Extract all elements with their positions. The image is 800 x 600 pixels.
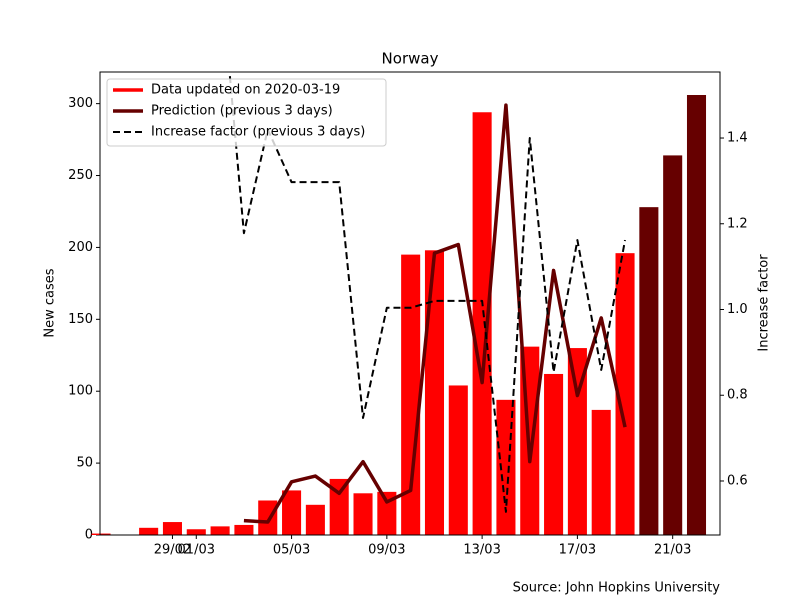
bar — [663, 155, 683, 535]
bar — [686, 95, 707, 535]
bar — [544, 373, 564, 535]
y2-tick-label: 1.4 — [727, 131, 748, 146]
plot-frame — [99, 71, 721, 536]
x-tick-label: 29/02 — [154, 543, 191, 558]
y2-tick-label: 1.0 — [727, 302, 748, 317]
y2-tick-label: 0.6 — [727, 473, 748, 488]
bar — [353, 493, 373, 535]
x-tick-label: 09/03 — [368, 543, 405, 558]
y-tick-label: 0 — [85, 528, 93, 543]
source-note: Source: John Hopkins University — [513, 581, 721, 596]
y-tick-label: 100 — [68, 384, 93, 399]
y-tick-label: 150 — [68, 312, 93, 327]
x-tick-label: 01/03 — [178, 543, 215, 558]
bar — [91, 533, 111, 535]
bar — [329, 478, 349, 535]
y-tick-label: 200 — [68, 240, 93, 255]
legend-label: Prediction (previous 3 days) — [151, 104, 333, 119]
bar — [210, 526, 230, 535]
bar — [472, 112, 492, 536]
bar — [139, 527, 159, 535]
bar — [639, 207, 659, 535]
y-tick-label: 250 — [68, 168, 93, 183]
bar — [401, 254, 421, 535]
bar — [234, 524, 254, 535]
lines — [228, 72, 627, 524]
bar — [591, 409, 611, 535]
x-tick-label: 17/03 — [559, 543, 596, 558]
bar — [282, 490, 302, 535]
bar — [377, 491, 397, 535]
line — [228, 72, 627, 513]
bar — [496, 399, 516, 535]
bar — [258, 500, 278, 535]
line — [243, 103, 627, 524]
bar — [186, 529, 206, 535]
bar — [162, 522, 182, 535]
legend-label: Increase factor (previous 3 days) — [151, 125, 365, 140]
x-tick-label: 13/03 — [463, 543, 500, 558]
y-tick-label: 50 — [76, 456, 93, 471]
bar — [448, 385, 468, 535]
bar — [567, 348, 587, 535]
bar — [305, 504, 325, 535]
x-tick-label: 21/03 — [654, 543, 691, 558]
legend-label: Data updated on 2020-03-19 — [151, 83, 340, 98]
y-axis-label: New cases — [43, 268, 58, 337]
y-tick-label: 300 — [68, 96, 93, 111]
legend-box — [106, 78, 387, 147]
y2-tick-label: 0.8 — [727, 388, 748, 403]
y2-axis-label: Increase factor — [757, 254, 772, 352]
chart-title: Norway — [382, 50, 439, 68]
y2-tick-label: 1.2 — [727, 216, 748, 231]
x-tick-label: 05/03 — [273, 543, 310, 558]
bar — [424, 250, 445, 535]
bar — [615, 253, 635, 535]
